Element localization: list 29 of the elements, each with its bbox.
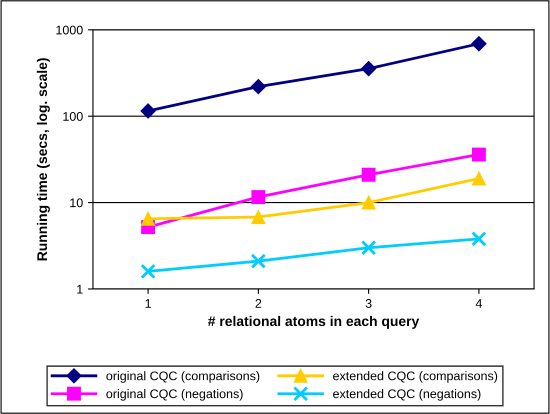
point	[471, 36, 486, 52]
point	[141, 212, 156, 226]
x-tick-label: 3	[366, 299, 372, 308]
x-axis-title: # relational atoms in each query	[208, 316, 420, 329]
legend-label: extended CQC (comparisons)	[333, 371, 498, 383]
point	[361, 61, 376, 76]
point	[472, 148, 486, 162]
y-axis-title: Running time (secs, log. scale)	[36, 58, 50, 260]
point	[250, 79, 266, 94]
legend-label: original CQC (negations)	[106, 389, 243, 401]
point	[362, 168, 376, 182]
point	[250, 253, 266, 269]
x-tick-label: 4	[476, 299, 482, 308]
y-tick-label: 1000	[56, 26, 83, 34]
point	[140, 103, 156, 119]
legend-label: original CQC (comparisons)	[106, 371, 260, 383]
y-tick-label: 1	[77, 284, 83, 294]
point	[251, 210, 266, 224]
point	[361, 240, 376, 256]
y-tick-label: 100	[63, 112, 83, 121]
point	[140, 264, 156, 279]
legend-label: extended CQC (negations)	[333, 389, 480, 401]
point	[472, 172, 486, 186]
point	[251, 190, 266, 204]
y-tick-label: 10	[70, 198, 83, 208]
point	[362, 196, 376, 210]
point	[471, 231, 487, 247]
x-tick-label: 1	[146, 299, 151, 308]
x-tick-label: 2	[256, 299, 262, 308]
